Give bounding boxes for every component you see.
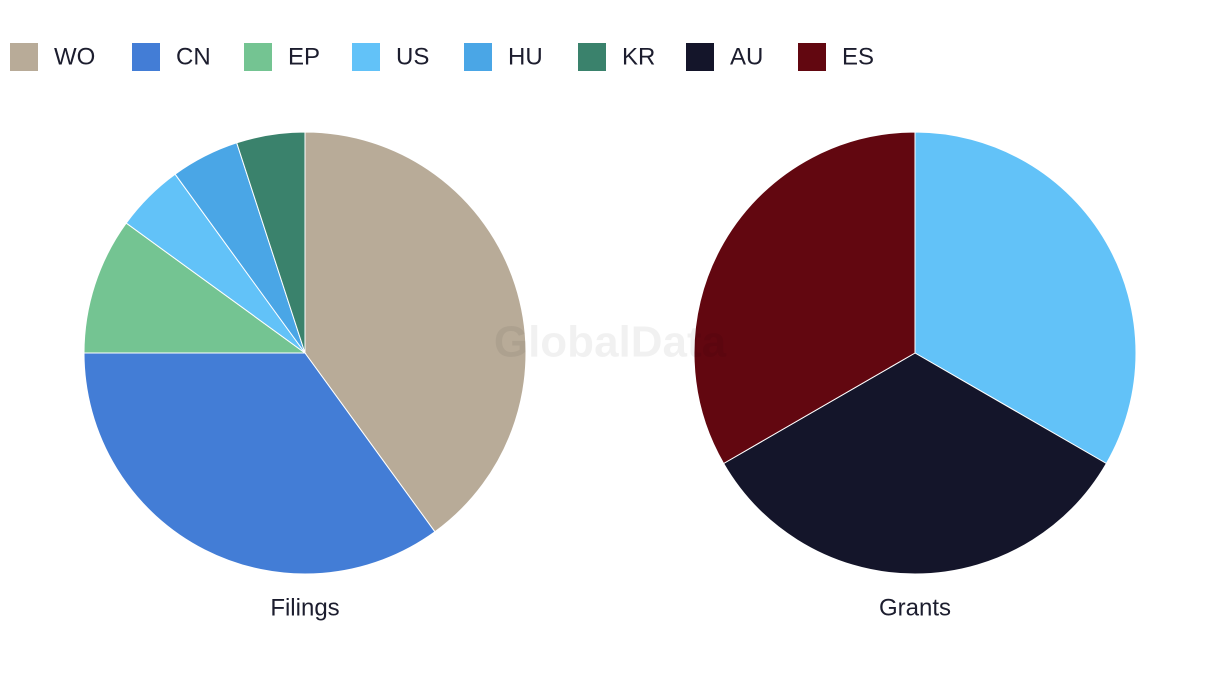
legend-swatch xyxy=(244,43,272,71)
pie-slice xyxy=(83,352,436,575)
legend-label: US xyxy=(396,43,429,70)
pie-slice xyxy=(304,131,527,533)
pie-slice xyxy=(914,131,1137,465)
legend-swatch xyxy=(464,43,492,71)
chart-title: Filings xyxy=(270,594,339,621)
legend-label: EP xyxy=(288,43,320,70)
pie-slice xyxy=(693,131,916,465)
legend-swatch xyxy=(686,43,714,71)
legend-swatch xyxy=(352,43,380,71)
legend-label: ES xyxy=(842,43,874,70)
legend-label: HU xyxy=(508,43,543,70)
pie-slice xyxy=(83,222,307,354)
legend-label: CN xyxy=(176,43,211,70)
legend-swatch xyxy=(798,43,826,71)
pie-slice xyxy=(722,352,1108,575)
legend-swatch xyxy=(10,43,38,71)
legend-label: KR xyxy=(622,43,655,70)
legend-swatch xyxy=(132,43,160,71)
legend-label: WO xyxy=(54,43,95,70)
watermark: GlobalData xyxy=(494,318,727,367)
legend-swatch xyxy=(578,43,606,71)
pie-slice xyxy=(236,131,306,354)
legend-label: AU xyxy=(730,43,763,70)
chart-title: Grants xyxy=(879,594,951,621)
